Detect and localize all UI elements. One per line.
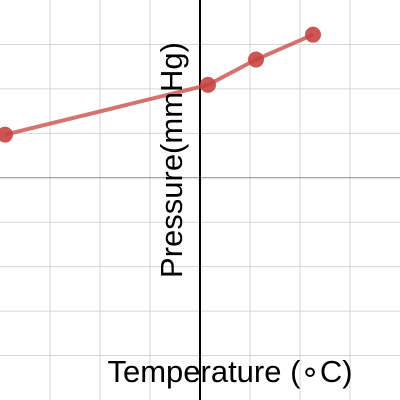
point: [0, 126, 13, 143]
point: [305, 26, 321, 43]
y-axis-label: Pressure(mmHg): [154, 42, 189, 278]
x-axis-label: Temperature (∘C): [107, 354, 352, 389]
point: [248, 51, 264, 68]
point: [200, 76, 216, 93]
line: [4, 32, 314, 137]
